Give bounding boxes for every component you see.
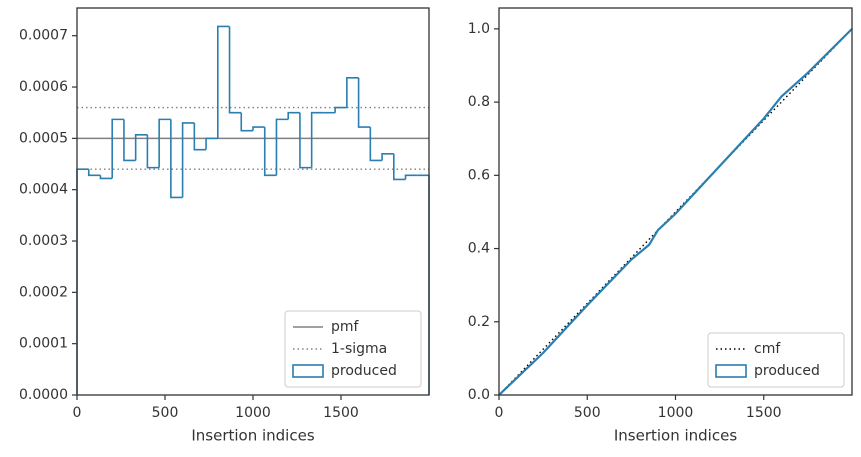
x-tick-label: 0	[73, 405, 82, 421]
histogram-bin	[252, 126, 265, 131]
histogram-bin	[181, 122, 195, 198]
x-axis-label: Insertion indices	[191, 427, 314, 445]
y-tick-label: 0.8	[468, 94, 490, 110]
legend-box	[284, 310, 422, 388]
x-tick-label: 500	[152, 405, 179, 421]
y-tick-label: 0.0001	[19, 336, 68, 352]
y-tick-label: 0.4	[468, 241, 490, 257]
y-tick-label: 0.0004	[19, 182, 68, 198]
y-tick-label: 0.0007	[19, 28, 68, 44]
histogram-bin	[334, 106, 347, 113]
legend-label: produced	[754, 363, 820, 379]
histogram-bin	[87, 169, 101, 177]
histogram-bin	[158, 118, 171, 168]
x-tick-label: 500	[574, 405, 601, 421]
histogram-bin	[123, 119, 136, 162]
histogram-bin	[381, 152, 394, 161]
legend-label: 1-sigma	[331, 341, 387, 357]
histogram-bin	[346, 77, 359, 108]
histogram-bin	[217, 25, 230, 139]
histogram-bin	[310, 111, 324, 168]
histogram-bin	[357, 77, 371, 128]
y-tick-label: 0.0005	[19, 130, 68, 146]
axes-frame	[498, 7, 853, 396]
histogram-bin	[263, 127, 277, 177]
legend-swatch	[292, 364, 324, 378]
series-line	[498, 28, 853, 396]
histogram-bin	[134, 133, 148, 161]
legend-label: pmf	[331, 319, 360, 335]
histogram-bin	[299, 112, 312, 169]
x-tick-label: 1000	[658, 405, 694, 421]
histogram-bin	[240, 112, 253, 132]
histogram-bin	[170, 119, 183, 199]
histogram-bin	[287, 111, 300, 120]
y-tick-label: 0.2	[468, 314, 490, 330]
y-tick-label: 0.6	[468, 167, 490, 183]
histogram-bin	[146, 134, 160, 169]
histogram-bin	[99, 175, 113, 180]
y-tick-label: 0.0	[468, 387, 490, 403]
series-line	[498, 28, 853, 396]
panel: 0.0000 0.0001 0.0002 0.0003 0.0004 0.0005 0.00…	[19, 7, 430, 445]
histogram-bin	[228, 26, 242, 114]
histogram-bin	[404, 174, 418, 180]
y-tick-label: 0.0003	[19, 233, 68, 249]
y-tick-label: 0.0006	[19, 79, 68, 95]
y-tick-label: 0.0002	[19, 284, 68, 300]
y-tick-label: 1.0	[468, 21, 490, 37]
histogram-bin	[193, 122, 207, 151]
x-tick-label: 1500	[323, 405, 359, 421]
x-tick-label: 1000	[235, 405, 271, 421]
histogram-bin	[76, 168, 89, 395]
panel: 0.0 0.2 0.4 0.6 0.8 1.0 0 500 1000 1500 Insertion …	[468, 7, 853, 445]
histogram-bin	[205, 137, 218, 150]
x-tick-label: 1500	[746, 405, 782, 421]
x-tick-label: 0	[495, 405, 504, 421]
legend-swatch	[715, 364, 747, 378]
legend-box	[707, 332, 845, 388]
legend-label: cmf	[754, 341, 781, 357]
x-axis-label: Insertion indices	[614, 427, 737, 445]
histogram-bin	[393, 153, 406, 181]
y-tick-label: 0.0000	[19, 387, 68, 403]
histogram-bin	[275, 118, 289, 176]
axes-frame	[76, 7, 430, 396]
legend-label: produced	[331, 363, 397, 379]
histogram-bin	[369, 127, 383, 162]
histogram-bin	[111, 118, 124, 179]
